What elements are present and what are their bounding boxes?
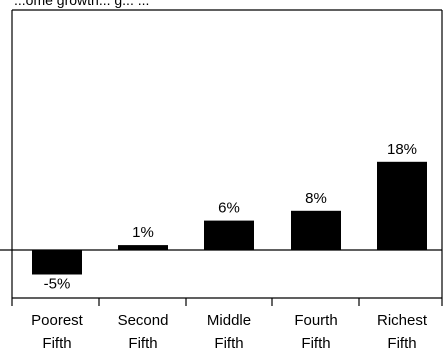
bar-3 — [291, 210, 341, 250]
bar-1 — [118, 245, 168, 250]
category-label-1: Second Fifth — [118, 312, 169, 352]
category-label-line: Middle — [207, 312, 251, 329]
bars-group — [32, 161, 427, 275]
bar-4 — [377, 161, 427, 250]
category-label-line: Fifth — [301, 335, 330, 352]
category-label-line: Fifth — [387, 335, 416, 352]
category-label-0: Poorest Fifth — [31, 312, 84, 352]
category-label-4: Richest Fifth — [377, 312, 428, 352]
category-label-line: Poorest — [31, 312, 84, 329]
category-label-line: Fifth — [214, 335, 243, 352]
category-label-line: Fourth — [294, 312, 337, 329]
chart-title-fragment: ...ome growth... g... ... — [14, 0, 150, 8]
category-label-2: Middle Fifth — [207, 312, 251, 352]
bar-0 — [32, 250, 82, 275]
category-label-3: Fourth Fifth — [294, 312, 337, 352]
x-axis-ticks-group — [11, 298, 443, 306]
bar-2 — [204, 220, 254, 250]
value-labels-group: -5% 1% 6% 8% 18% — [44, 141, 417, 293]
category-label-line: Fifth — [128, 335, 157, 352]
value-label-3: 8% — [305, 190, 327, 207]
value-label-0: -5% — [44, 276, 71, 293]
value-label-4: 18% — [387, 141, 417, 158]
category-label-line: Fifth — [42, 335, 71, 352]
value-label-1: 1% — [132, 224, 154, 241]
value-label-2: 6% — [218, 200, 240, 217]
category-label-line: Second — [118, 312, 169, 329]
category-label-line: Richest — [377, 312, 428, 329]
